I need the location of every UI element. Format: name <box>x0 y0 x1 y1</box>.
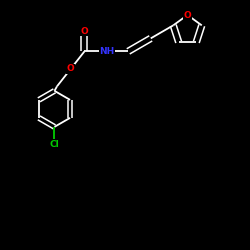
Text: Cl: Cl <box>50 140 59 149</box>
Text: O: O <box>184 10 192 20</box>
Text: O: O <box>67 64 74 73</box>
Text: O: O <box>80 27 88 36</box>
Text: NH: NH <box>99 47 114 56</box>
